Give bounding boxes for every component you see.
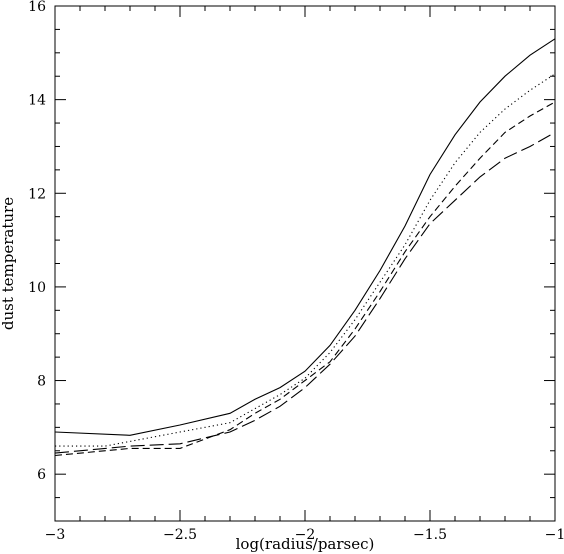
x-tick-label: −3 — [45, 527, 66, 543]
series-1-solid-line — [54, 38, 556, 436]
x-axis-label: log(radius/parsec) — [236, 535, 375, 553]
series-3-dashed-line — [54, 101, 556, 457]
y-tick-label: 16 — [28, 0, 46, 15]
x-tick-label: −2.5 — [163, 527, 197, 543]
tick-labels: −3 −2.5 −2 −1.5 −1 6 8 10 12 14 16 — [28, 0, 564, 543]
y-tick-label: 10 — [28, 280, 46, 296]
series-2-dotted-line — [55, 73, 556, 447]
y-tick-label: 6 — [37, 467, 46, 483]
series-4-long-dashed-line — [54, 131, 556, 454]
x-tick-label: −1.5 — [413, 527, 447, 543]
series-layer — [54, 38, 556, 457]
plot-frame — [54, 5, 556, 522]
y-axis-label: dust temperature — [0, 197, 17, 330]
x-tick-label: −1 — [545, 527, 564, 543]
x-tick-label: −2 — [295, 527, 316, 543]
y-tick-label: 8 — [37, 374, 46, 390]
axis-ticks — [54, 5, 556, 522]
y-tick-label: 12 — [28, 186, 46, 202]
y-tick-label: 14 — [28, 93, 46, 109]
